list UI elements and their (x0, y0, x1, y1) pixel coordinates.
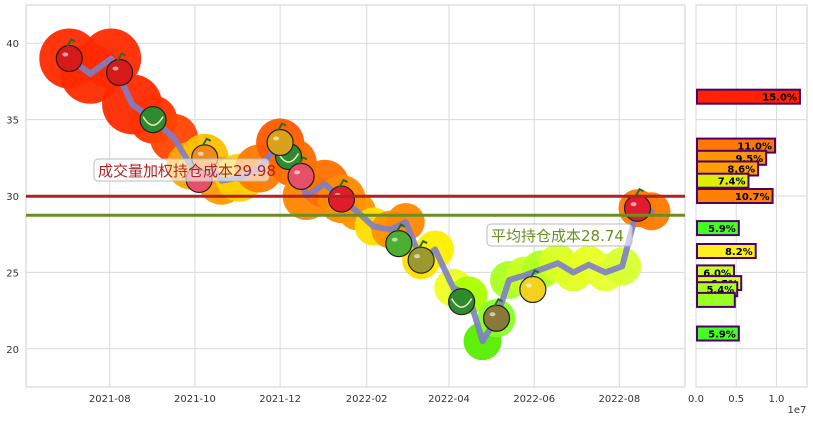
distribution-bar-label: 6.0% (703, 268, 731, 279)
y-tick-label: 35 (6, 116, 19, 127)
distribution-bar (696, 172, 750, 189)
x-tick-label: 2022-06 (513, 394, 555, 405)
kiwi-icon (482, 297, 511, 332)
price-chart: 成交量加权持仓成本29.98 平均持仓成本28.74 2021-08 2021-10… (6, 4, 686, 405)
y-tick-label: 30 (6, 192, 19, 203)
distribution-bars: 15.0%11.0%9.5%8.6%7.4%10.7%5.9%8.2%6.0%6… (696, 88, 801, 342)
x-tick-label: 2022-02 (346, 394, 388, 405)
reference-lines: 成交量加权持仓成本29.98 平均持仓成本28.74 (26, 158, 685, 247)
distribution-x-tick-label: 1.0 (768, 394, 784, 405)
distribution-bar-label: 9.5% (735, 154, 763, 165)
volume-distribution-chart: 15.0%11.0%9.5%8.6%7.4%10.7%5.9%8.2%6.0%6… (688, 4, 808, 416)
peas-icon (385, 223, 413, 258)
distribution-scale-label: 1e7 (788, 405, 807, 416)
watermelon-icon (139, 105, 167, 134)
distribution-x-ticks: 0.0 0.5 1.0 (688, 394, 784, 405)
watermelon-icon (448, 288, 476, 316)
distribution-bar (696, 325, 740, 342)
x-tick-label: 2022-04 (428, 394, 470, 405)
x-axis-ticks: 2021-08 2021-10 2021-12 2022-02 2022-04 2022-… (89, 394, 640, 405)
y-tick-label: 20 (6, 345, 19, 356)
pear-icon (407, 239, 435, 274)
distribution-bar-label: 5.4% (706, 285, 734, 296)
x-tick-label: 2021-10 (174, 394, 216, 405)
distribution-bar-label: 5.9% (708, 224, 736, 235)
distribution-bar (696, 220, 740, 237)
distribution-bar-label: 5.9% (708, 330, 736, 341)
x-tick-label: 2021-08 (89, 394, 131, 405)
distribution-bar-label: 8.6% (727, 164, 755, 175)
distribution-bar-label: 10.7% (735, 192, 770, 203)
reference-label-text: 成交量加权持仓成本29.98 (98, 162, 276, 180)
x-tick-label: 2022-08 (598, 394, 640, 405)
x-tick-label: 2021-12 (259, 394, 301, 405)
radish-icon (287, 156, 315, 190)
y-axis-ticks: 20 25 30 35 40 (6, 39, 19, 356)
y-tick-label: 40 (6, 39, 19, 50)
distribution-bar (696, 188, 774, 204)
distribution-bar-label: 7.4% (718, 177, 746, 188)
apple-icon (55, 38, 83, 73)
banana-icon (519, 269, 547, 304)
fruit-icons (55, 38, 652, 332)
distribution-bar (696, 291, 736, 308)
distribution-x-tick-label: 0.5 (728, 394, 744, 405)
reference-label: 平均持仓成本28.74 (486, 223, 633, 247)
distribution-bar (696, 243, 757, 260)
reference-label: 成交量加权持仓成本29.98 (93, 158, 276, 182)
pineapple-icon (266, 122, 294, 157)
y-tick-label: 25 (6, 268, 19, 279)
apple-icon (105, 52, 134, 87)
reference-label-text: 平均持仓成本28.74 (491, 227, 624, 245)
distribution-bar-label: 8.2% (725, 247, 753, 258)
distribution-bar-label: 15.0% (762, 93, 797, 104)
distribution-bar (696, 88, 801, 105)
distribution-x-tick-label: 0.0 (688, 394, 704, 405)
distribution-bar-label: 11.0% (737, 142, 772, 153)
